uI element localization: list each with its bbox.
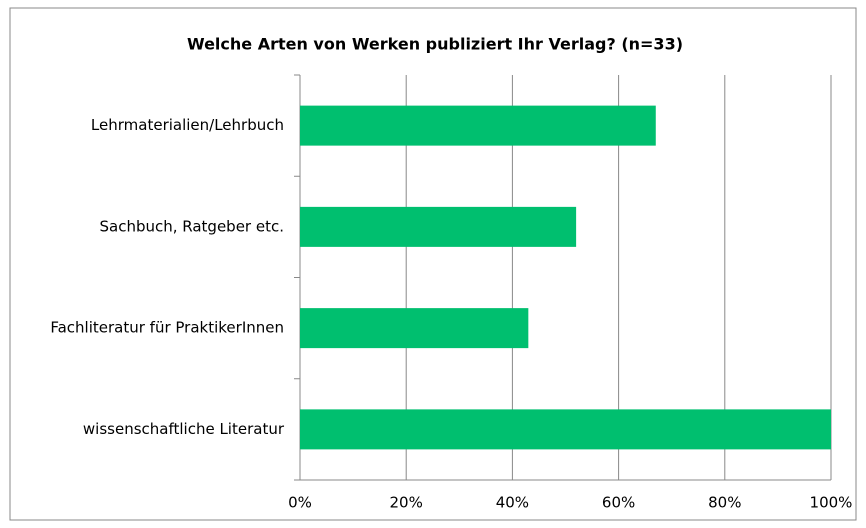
- x-tick-label: 40%: [496, 494, 529, 512]
- x-tick-label: 0%: [288, 494, 312, 512]
- y-tick-label: wissenschaftliche Literatur: [83, 420, 285, 438]
- x-tick-label: 100%: [810, 494, 853, 512]
- y-tick-label: Lehrmaterialien/Lehrbuch: [91, 116, 284, 134]
- bar: [300, 409, 831, 450]
- chart-title: Welche Arten von Werken publiziert Ihr V…: [187, 35, 683, 54]
- x-tick-label: 80%: [708, 494, 741, 512]
- y-tick-label: Sachbuch, Ratgeber etc.: [99, 217, 284, 235]
- x-tick-label: 60%: [602, 494, 635, 512]
- bar: [300, 206, 577, 247]
- y-tick-label: Fachliteratur für PraktikerInnen: [50, 319, 284, 337]
- bar: [300, 105, 656, 146]
- bar: [300, 308, 529, 349]
- x-tick-label: 20%: [390, 494, 423, 512]
